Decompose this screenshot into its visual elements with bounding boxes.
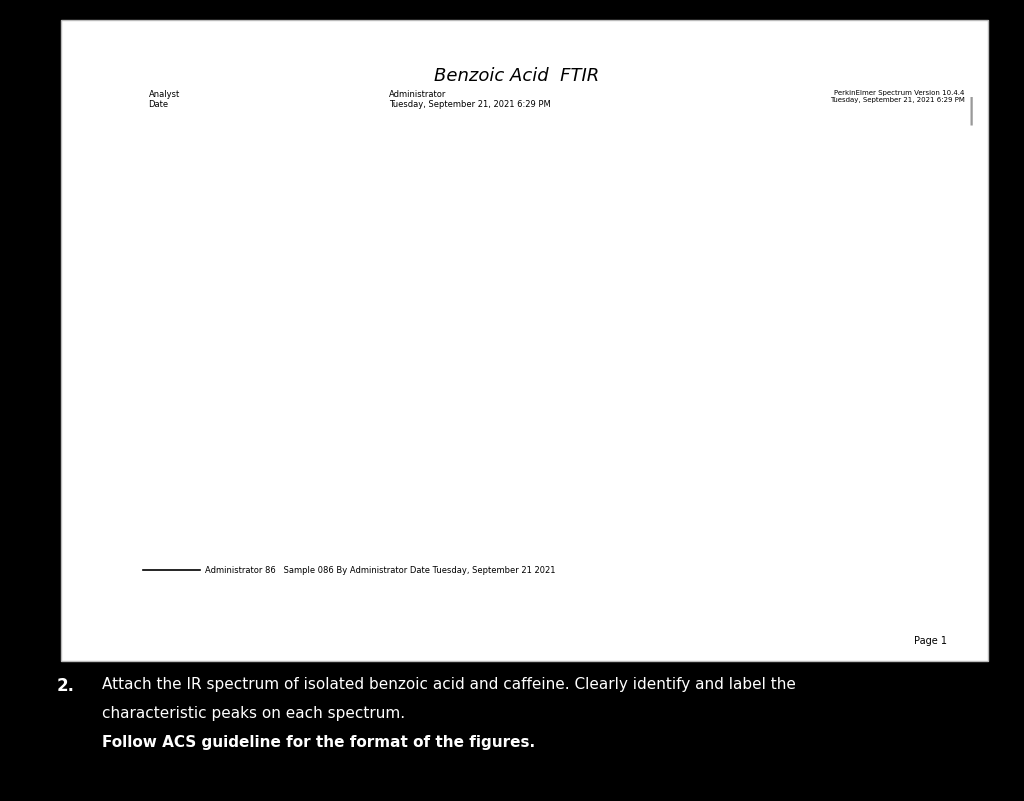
Text: 1791.03cm-1: 1791.03cm-1 — [654, 163, 660, 211]
X-axis label: cm-1: cm-1 — [535, 585, 566, 598]
Text: 1496.77cm-1: 1496.77cm-1 — [723, 151, 729, 200]
Text: 540.91cm-1: 540.91cm-1 — [945, 378, 951, 422]
Text: 804.16cm-1: 804.16cm-1 — [884, 288, 890, 332]
Text: Benzoic Acid  FTIR: Benzoic Acid FTIR — [434, 67, 600, 85]
Text: Page 1: Page 1 — [914, 636, 947, 646]
Text: 2554.30cm-1: 2554.30cm-1 — [476, 321, 482, 369]
Text: 1601.31cm-1: 1601.31cm-1 — [698, 308, 705, 356]
Text: 1287.45cm-1: 1287.45cm-1 — [771, 595, 777, 644]
Text: 1453.24cm-1: 1453.24cm-1 — [733, 314, 738, 362]
Text: 2884.55cm-1: 2884.55cm-1 — [399, 425, 406, 473]
Text: 1419.03cm-1: 1419.03cm-1 — [740, 342, 746, 391]
Text: 1009.32cm-1: 1009.32cm-1 — [836, 244, 842, 293]
Text: Follow ACS guideline for the format of the figures.: Follow ACS guideline for the format of t… — [102, 735, 536, 750]
Text: 664.78cm-1: 664.78cm-1 — [916, 467, 923, 511]
Text: characteristic peaks on each spectrum.: characteristic peaks on each spectrum. — [102, 706, 406, 722]
Text: 2980.75cm-1: 2980.75cm-1 — [378, 505, 383, 553]
Text: 683.01cm-1: 683.01cm-1 — [912, 462, 918, 505]
Text: 1072.53cm-1: 1072.53cm-1 — [821, 282, 827, 330]
Text: 933.58cm-1: 933.58cm-1 — [854, 379, 859, 422]
Text: 1026.51cm-1: 1026.51cm-1 — [831, 308, 838, 356]
Text: 1678.05cm-1: 1678.05cm-1 — [680, 595, 686, 644]
Text: PerkinElmer Spectrum Version 10.4.4
Tuesday, September 21, 2021 6:29 PM: PerkinElmer Spectrum Version 10.4.4 Tues… — [829, 90, 965, 103]
Text: 1323.35cm-1: 1323.35cm-1 — [763, 376, 769, 425]
Text: Analyst
Date: Analyst Date — [148, 90, 180, 109]
Text: 3072.01cm-1: 3072.01cm-1 — [356, 398, 362, 446]
Text: Administrator
Tuesday, September 21, 2021 6:29 PM: Administrator Tuesday, September 21, 202… — [389, 90, 551, 109]
Text: 1582.67cm-1: 1582.67cm-1 — [702, 314, 709, 362]
Text: 1034.01cm-1: 1034.01cm-1 — [830, 271, 837, 319]
Text: Attach the IR spectrum of isolated benzoic acid and caffeine. Clearly identify a: Attach the IR spectrum of isolated benzo… — [102, 677, 797, 692]
Text: 1179.71cm-1: 1179.71cm-1 — [797, 297, 803, 345]
Text: 2667.26cm-1: 2667.26cm-1 — [451, 347, 457, 395]
Text: 700.65cm-1: 700.65cm-1 — [907, 455, 913, 498]
Text: 2.: 2. — [56, 677, 75, 694]
Text: 1127.76cm-1: 1127.76cm-1 — [808, 310, 814, 358]
Text: |: | — [966, 96, 976, 125]
Y-axis label: %T: %T — [96, 336, 116, 349]
Text: Administrator 86   Sample 086 By Administrator Date Tuesday, September 21 2021: Administrator 86 Sample 086 By Administr… — [205, 566, 555, 575]
